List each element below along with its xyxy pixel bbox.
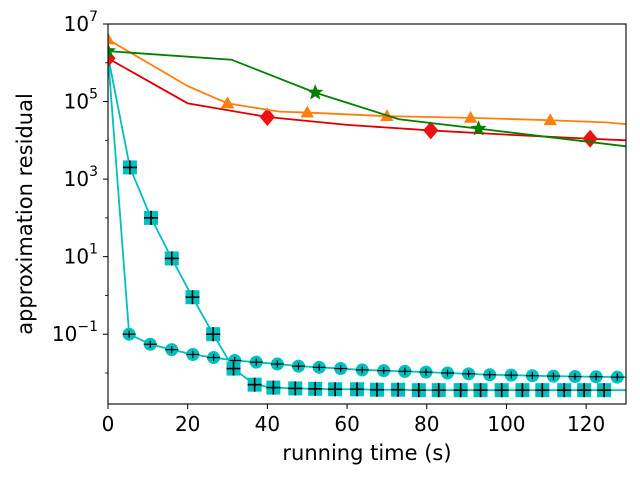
y-tick-label: 101 xyxy=(64,242,98,269)
series-layer xyxy=(108,32,626,398)
x-tick-label: 60 xyxy=(334,412,359,436)
y-tick-label: 105 xyxy=(64,87,98,114)
x-axis-label: running time (s) xyxy=(282,441,451,465)
x-axis: 0 20 40 60 80 100 120 xyxy=(102,404,605,436)
series-green-star xyxy=(108,42,626,148)
x-tick-label: 40 xyxy=(255,412,280,436)
y-axis-label: approximation residual xyxy=(13,93,37,335)
x-tick-label: 120 xyxy=(567,412,605,436)
data-point xyxy=(463,110,478,123)
y-tick-label: 107 xyxy=(64,9,98,36)
x-tick-label: 0 xyxy=(102,412,115,436)
data-point xyxy=(108,42,117,59)
data-point xyxy=(259,107,276,126)
plot-background xyxy=(108,24,626,404)
x-tick-label: 20 xyxy=(175,412,200,436)
series-line-orange-triangle xyxy=(108,38,626,126)
data-point xyxy=(423,121,439,140)
series-line-green-star xyxy=(108,50,626,148)
y-axis: 10−1 101 103 105 107 xyxy=(52,9,108,374)
series-orange-triangle xyxy=(108,32,626,126)
data-point xyxy=(220,96,235,109)
y-tick-label: 10−1 xyxy=(52,319,98,346)
plot-frame xyxy=(107,23,627,405)
data-point xyxy=(470,119,487,136)
data-point xyxy=(108,32,115,45)
series-line-red-diamond xyxy=(108,57,626,142)
data-point xyxy=(300,105,314,118)
y-tick-label: 103 xyxy=(64,164,98,191)
data-point xyxy=(543,113,557,126)
x-tick-label: 80 xyxy=(414,412,439,436)
x-tick-label: 100 xyxy=(487,412,525,436)
data-point xyxy=(306,83,324,100)
series-cyan-square xyxy=(108,55,626,398)
